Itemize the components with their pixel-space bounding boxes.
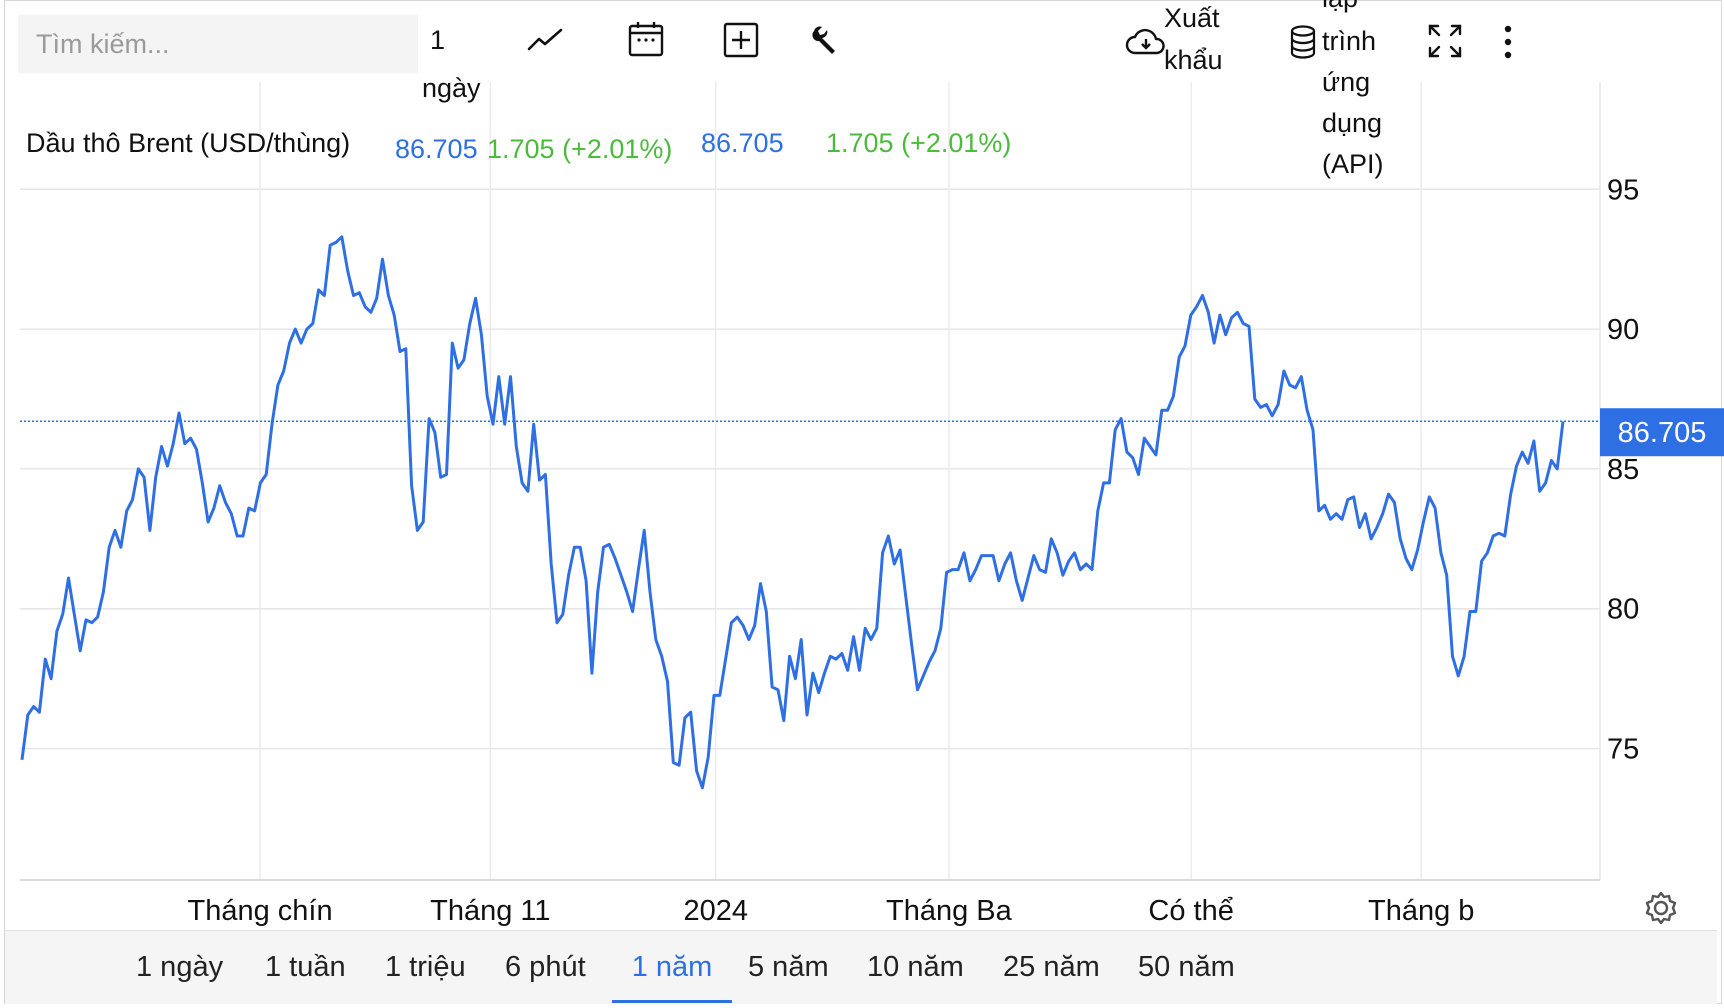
- current-price-tag: 86.705: [1600, 408, 1724, 457]
- line-chart-icon: [527, 28, 563, 51]
- settings-tool-button[interactable]: [802, 18, 848, 64]
- range-6-month[interactable]: 6 phút: [505, 951, 586, 983]
- y-tick-label: 80: [1607, 594, 1639, 626]
- y-tick-label: 85: [1607, 454, 1639, 486]
- brent-price-line: [20, 235, 1565, 790]
- add-indicator-icon: [723, 22, 759, 58]
- export-label-line1: Xuất: [1164, 3, 1220, 33]
- y-tick-label: 95: [1607, 174, 1639, 206]
- interval-number: 1: [430, 25, 446, 55]
- legend-price-repeat: 86.705: [701, 128, 784, 158]
- x-tick-label: Tháng 11: [430, 895, 550, 927]
- api-label-line1: lập: [1322, 0, 1358, 20]
- api-label-line5: (API): [1322, 149, 1384, 179]
- interval-unit: ngày: [422, 73, 481, 103]
- time-range-bar: 1 ngày 1 tuần 1 triệu 6 phút 1 năm 5 năm…: [5, 930, 1717, 1004]
- legend-series-name: Dầu thô Brent (USD/thùng): [26, 128, 351, 158]
- gear-icon: [1645, 891, 1677, 925]
- y-tick-label: 75: [1607, 734, 1639, 766]
- range-10-year[interactable]: 10 năm: [867, 951, 964, 983]
- api-button[interactable]: lập trình ứng dụng (API): [1288, 0, 1398, 190]
- export-button[interactable]: Xuất khẩu: [1122, 0, 1242, 84]
- database-icon: [1290, 25, 1316, 59]
- more-options-button[interactable]: [1494, 20, 1522, 64]
- range-1-year[interactable]: 1 năm: [612, 931, 732, 1003]
- current-price-tag-text: 86.705: [1618, 417, 1707, 449]
- legend-price: 86.705: [395, 134, 478, 164]
- range-25-year[interactable]: 25 năm: [1003, 951, 1100, 983]
- export-label-line2: khẩu: [1164, 45, 1223, 75]
- chart-settings-button[interactable]: [1645, 891, 1677, 925]
- toolbar: 1 ngày Xuất: [0, 0, 1724, 179]
- x-tick-label: 2024: [684, 895, 749, 927]
- interval-selector[interactable]: 1 ngày: [412, 18, 492, 104]
- price-chart[interactable]: 75 80 85 90 95 Tháng chín Tháng 11 2024 Tháng B…: [0, 0, 1724, 930]
- range-5-year[interactable]: 5 năm: [748, 951, 829, 983]
- fullscreen-button[interactable]: [1422, 18, 1468, 64]
- chart-type-button[interactable]: [520, 18, 570, 62]
- x-tick-label: Tháng chín: [188, 895, 333, 927]
- y-tick-label: 90: [1607, 314, 1639, 346]
- date-range-button[interactable]: [622, 16, 670, 62]
- wrench-icon: [812, 26, 835, 54]
- x-tick-label: Tháng b: [1368, 895, 1474, 927]
- x-tick-label: Có thể: [1148, 895, 1233, 927]
- api-label-line2: trình: [1322, 26, 1377, 56]
- search-input[interactable]: [18, 15, 418, 73]
- calendar-icon: [628, 22, 664, 57]
- legend-change-repeat: 1.705 (+2.01%): [826, 128, 1012, 158]
- range-1-month[interactable]: 1 triệu: [385, 951, 466, 983]
- x-tick-label: Tháng Ba: [886, 895, 1013, 927]
- api-label-line4: dụng: [1322, 108, 1383, 138]
- range-1-day[interactable]: 1 ngày: [136, 951, 224, 983]
- more-vertical-icon: [1504, 25, 1512, 59]
- add-indicator-button[interactable]: [717, 16, 765, 64]
- search-box: [18, 15, 418, 73]
- api-label-line3: ứng: [1322, 67, 1371, 97]
- range-50-year[interactable]: 50 năm: [1138, 951, 1235, 983]
- fullscreen-icon: [1428, 24, 1462, 58]
- range-1-week[interactable]: 1 tuần: [265, 951, 346, 983]
- legend-change: 1.705 (+2.01%): [487, 134, 673, 164]
- cloud-download-icon: [1125, 28, 1165, 55]
